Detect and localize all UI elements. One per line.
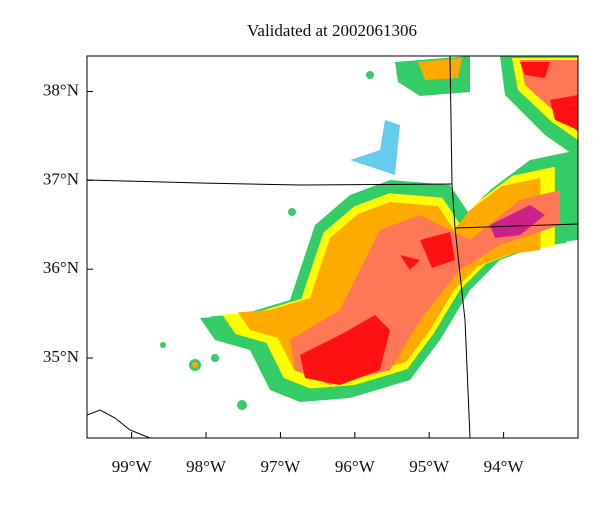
lon-tick-label: 94°W [484, 457, 525, 476]
lon-tick-label: 95°W [409, 457, 450, 476]
lat-tick-label: 37°N [43, 169, 79, 188]
storm-main [200, 120, 578, 402]
map-frame [86, 55, 579, 439]
map-title: Validated at 2002061306 [247, 21, 417, 40]
reflectivity [87, 56, 578, 438]
lon-tick-label: 99°W [112, 457, 153, 476]
lat-tick-label: 36°N [43, 258, 79, 277]
lat-tick-label: 35°N [43, 347, 79, 366]
storm-cells [160, 71, 374, 410]
lon-tick-label: 96°W [335, 457, 376, 476]
lon-tick-label: 98°W [186, 457, 227, 476]
lon-tick-label: 97°W [261, 457, 302, 476]
state-borders [87, 56, 578, 438]
lat-tick-label: 38°N [43, 80, 79, 99]
storm-north [395, 56, 578, 158]
